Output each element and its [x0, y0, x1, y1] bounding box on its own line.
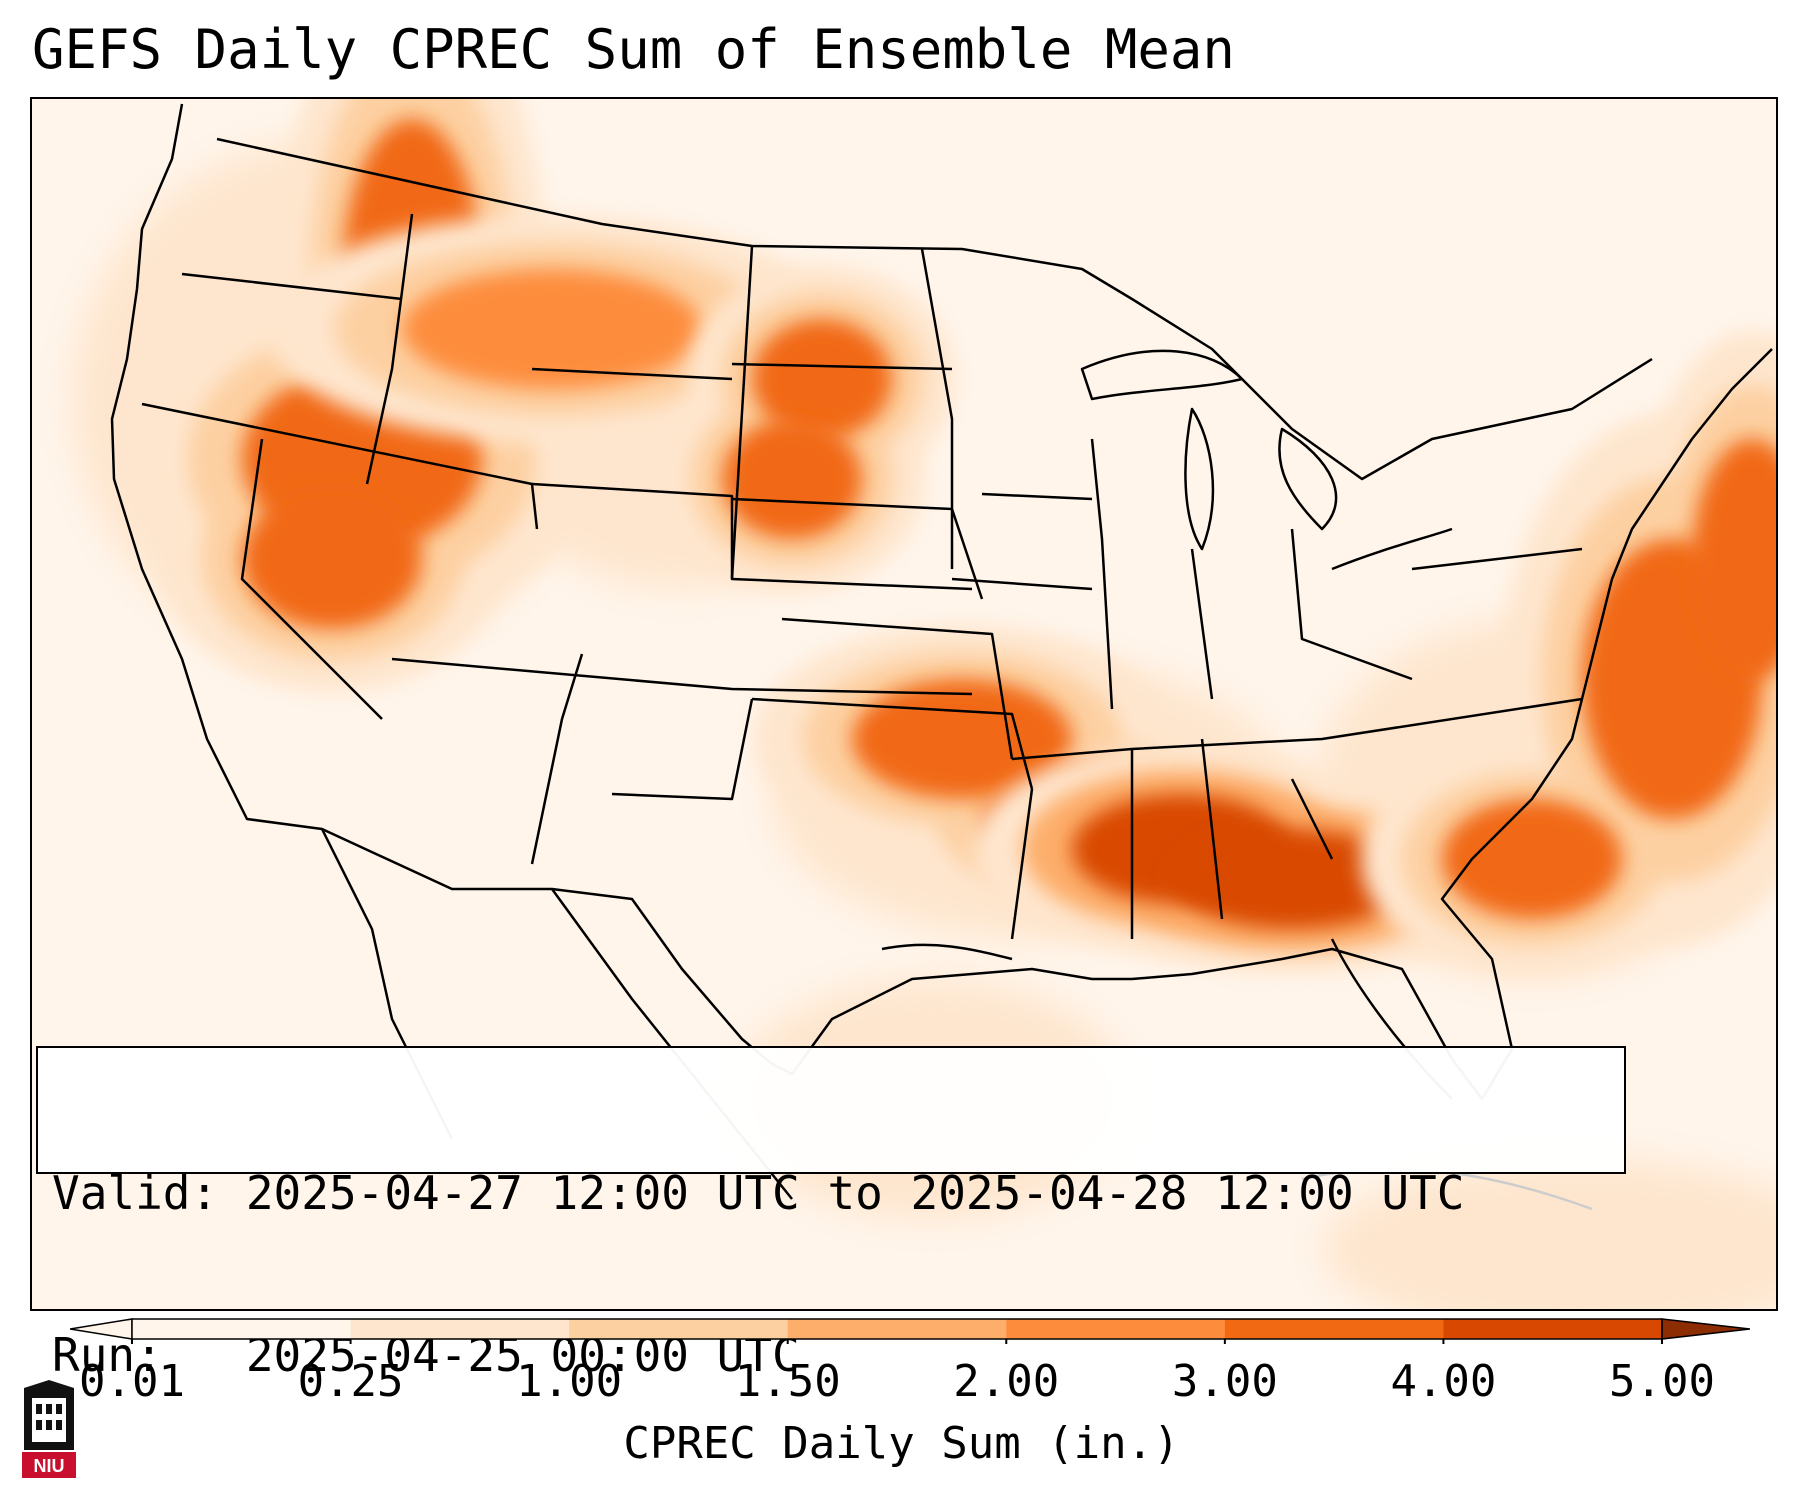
colorbar-segment	[787, 1319, 1007, 1339]
valid-time-text: Valid: 2025-04-27 12:00 UTC to 2025-04-2…	[52, 1166, 1465, 1220]
colorbar-segment	[132, 1319, 352, 1339]
colorbar	[70, 1318, 1750, 1344]
lake-erie	[1331, 527, 1453, 571]
colorbar-tick-label: 0.25	[297, 1356, 404, 1407]
colorbar-segment	[1224, 1319, 1444, 1339]
texas-panhandle	[611, 698, 754, 801]
colorbar-tick-label: 5.00	[1609, 1356, 1715, 1407]
precip-band	[1172, 829, 1412, 929]
colorbar-outline	[131, 1318, 1663, 1340]
california-nevada-border	[240, 438, 383, 720]
missouri-north	[951, 577, 1093, 591]
colorbar-label: CPREC Daily Sum (in.)	[623, 1418, 1180, 1469]
colorbar-extend-high	[1661, 1318, 1750, 1340]
lake-superior	[1080, 349, 1244, 401]
nd-sd-border	[731, 362, 953, 371]
dakota-west-border	[730, 245, 754, 580]
georgia-sc-border	[1290, 778, 1334, 860]
colorbar-segment	[350, 1319, 570, 1339]
idaho-west-border	[365, 213, 414, 485]
map-title: GEFS Daily CPREC Sum of Ensemble Mean	[32, 18, 1235, 81]
precip-band	[722, 419, 862, 539]
precip-band	[1692, 439, 1776, 679]
alabama-georgia-border	[1200, 738, 1224, 920]
illinois-border	[1090, 438, 1114, 710]
colorbar-tick-label: 1.50	[734, 1356, 841, 1407]
montana-wyoming-border	[531, 367, 733, 381]
indiana-ohio-border	[1190, 548, 1214, 700]
four-corners-line	[391, 657, 973, 696]
oregon-washington-border	[181, 272, 403, 301]
precip-band	[242, 489, 422, 629]
colorbar-segment	[1006, 1319, 1226, 1339]
precip-halo	[1322, 1159, 1776, 1309]
louisiana-border	[1010, 788, 1034, 940]
ohio-wv-border	[1290, 528, 1413, 681]
state-boundaries	[110, 103, 1773, 1211]
central-line-1	[531, 482, 973, 591]
iowa-north	[981, 492, 1093, 501]
tennessee-line	[1011, 697, 1583, 761]
precip-band	[752, 319, 892, 439]
colorbar-tick-label: 4.00	[1390, 1356, 1497, 1407]
precip-band	[1442, 799, 1622, 919]
validity-info-box: Valid: 2025-04-27 12:00 UTC to 2025-04-2…	[36, 1046, 1626, 1382]
us-canada-border	[216, 137, 1653, 481]
colorbar-segment	[1443, 1319, 1663, 1339]
colorbar-segments	[70, 1318, 1750, 1344]
nebraska-border	[731, 497, 984, 600]
colorbar-tick-label: 3.00	[1171, 1356, 1278, 1407]
dakota-east-border	[920, 248, 954, 569]
pennsylvania-border	[1411, 547, 1583, 571]
niu-logo-text: NIU	[34, 1456, 65, 1476]
oklahoma-border	[751, 697, 1034, 790]
precip-band	[402, 269, 702, 389]
lake-huron	[1278, 427, 1338, 531]
colorbar-tick-label: 1.00	[516, 1356, 623, 1407]
colorbar-tick-label: 2.00	[953, 1356, 1060, 1407]
niu-tower-logo-icon: NIU	[22, 1380, 76, 1478]
colorbar-tick-label: 0.01	[79, 1356, 185, 1407]
colorbar-segment	[569, 1319, 789, 1339]
colorbar-extend-low	[70, 1318, 133, 1340]
kansas-border	[781, 617, 1014, 760]
us-outline	[110, 103, 1773, 1101]
gulf-coast	[881, 943, 1013, 961]
lake-michigan	[1184, 407, 1215, 551]
